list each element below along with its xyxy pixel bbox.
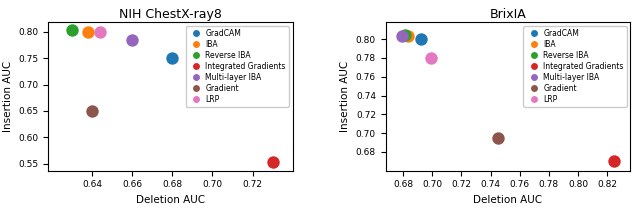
- Point: [83, 30, 93, 33]
- Point: [167, 56, 177, 60]
- Y-axis label: Insertion AUC: Insertion AUC: [340, 61, 350, 132]
- Title: NIH ChestX-ray8: NIH ChestX-ray8: [119, 8, 222, 21]
- Y-axis label: Insertion AUC: Insertion AUC: [3, 61, 13, 132]
- Point: [403, 35, 413, 38]
- Point: [426, 56, 436, 60]
- X-axis label: Deletion AUC: Deletion AUC: [474, 195, 543, 205]
- Point: [87, 109, 97, 113]
- Point: [268, 160, 278, 164]
- Legend: GradCAM, IBA, Reverse IBA, Integrated Gradients, Multi-layer IBA, Gradient, LRP: GradCAM, IBA, Reverse IBA, Integrated Gr…: [186, 26, 289, 107]
- X-axis label: Deletion AUC: Deletion AUC: [136, 195, 205, 205]
- Point: [95, 30, 105, 33]
- Title: BrixIA: BrixIA: [490, 8, 527, 21]
- Point: [609, 160, 620, 163]
- Point: [127, 38, 138, 41]
- Point: [399, 34, 410, 37]
- Point: [493, 136, 503, 139]
- Point: [67, 28, 77, 32]
- Point: [397, 35, 407, 38]
- Legend: GradCAM, IBA, Reverse IBA, Integrated Gradients, Multi-layer IBA, Gradient, LRP: GradCAM, IBA, Reverse IBA, Integrated Gr…: [524, 26, 627, 107]
- Point: [415, 38, 426, 41]
